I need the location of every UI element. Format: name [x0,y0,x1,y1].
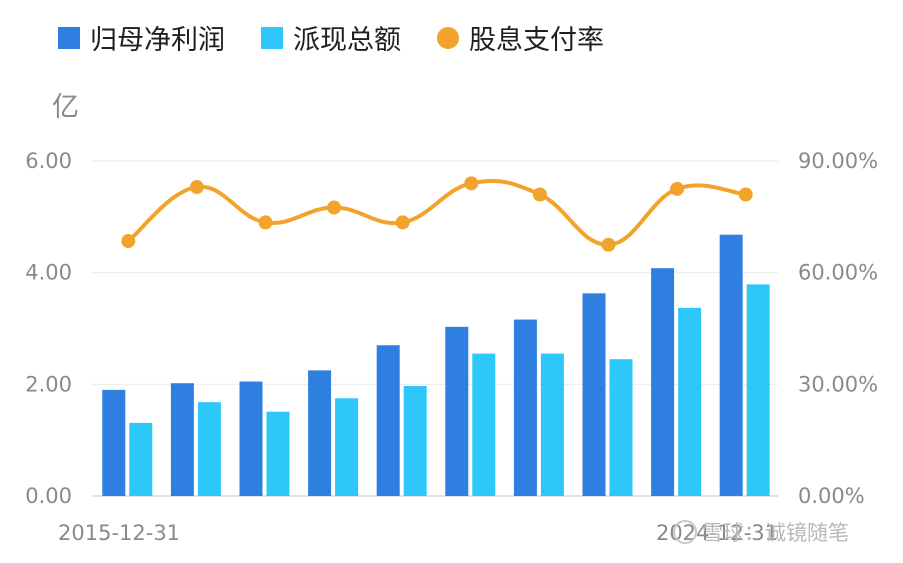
bar [513,319,537,496]
payout-ratio-point [738,187,753,202]
x-tick-label: 2015-12-31 [58,521,180,545]
bar [129,422,153,496]
legend-label-dividend-total: 派现总额 [293,25,401,56]
payout-ratio-point [189,180,204,195]
bar [239,381,263,496]
payout-ratio-point [532,187,547,202]
y-tick-label-left: 0.00 [25,484,72,508]
payout-ratio-point [121,234,136,249]
payout-ratio-point [395,215,410,230]
bar [102,389,126,496]
watermark-logo-icon [673,520,697,544]
payout-ratio-point [464,176,479,191]
y-tick-label-left: 4.00 [25,261,72,285]
legend-label-net-profit: 归母净利润 [90,25,225,56]
bar [472,353,496,496]
legend: 归母净利润 派现总额 股息支付率 [58,18,640,57]
bar [335,398,359,496]
watermark-text: 雪球：诚镜随笔 [702,521,849,545]
y-tick-label-left: 6.00 [25,149,72,173]
y-tick-label-right: 90.00% [798,149,878,173]
payout-ratio-point [601,237,616,252]
legend-item-net-profit: 归母净利润 [58,18,225,57]
bar [197,402,221,496]
payout-ratio-line [127,179,746,247]
bar [376,345,400,496]
legend-swatch-payout-ratio [437,26,459,49]
bar [445,326,469,496]
payout-ratio-point [258,215,273,230]
legend-label-payout-ratio: 股息支付率 [469,25,604,56]
bar [170,383,194,496]
bar [678,307,702,496]
y-tick-label-right: 0.00% [798,484,865,508]
legend-item-payout-ratio: 股息支付率 [437,18,604,57]
payout-ratio-point [670,181,685,196]
y-tick-label-left: 2.00 [25,372,72,396]
bar [403,386,427,496]
bar [540,353,564,496]
legend-item-dividend-total: 派现总额 [261,18,401,57]
legend-swatch-net-profit [58,26,80,49]
y-axis-unit: 亿 [52,92,79,123]
legend-swatch-dividend-total [261,26,283,49]
bar [308,370,332,496]
bar [609,359,633,496]
bar [719,234,743,496]
y-tick-label-right: 60.00% [798,261,878,285]
payout-ratio-point [327,200,342,215]
bar [651,268,675,496]
bar [266,411,290,496]
bar [582,293,606,496]
y-tick-label-right: 30.00% [798,372,878,396]
bar [746,284,770,496]
